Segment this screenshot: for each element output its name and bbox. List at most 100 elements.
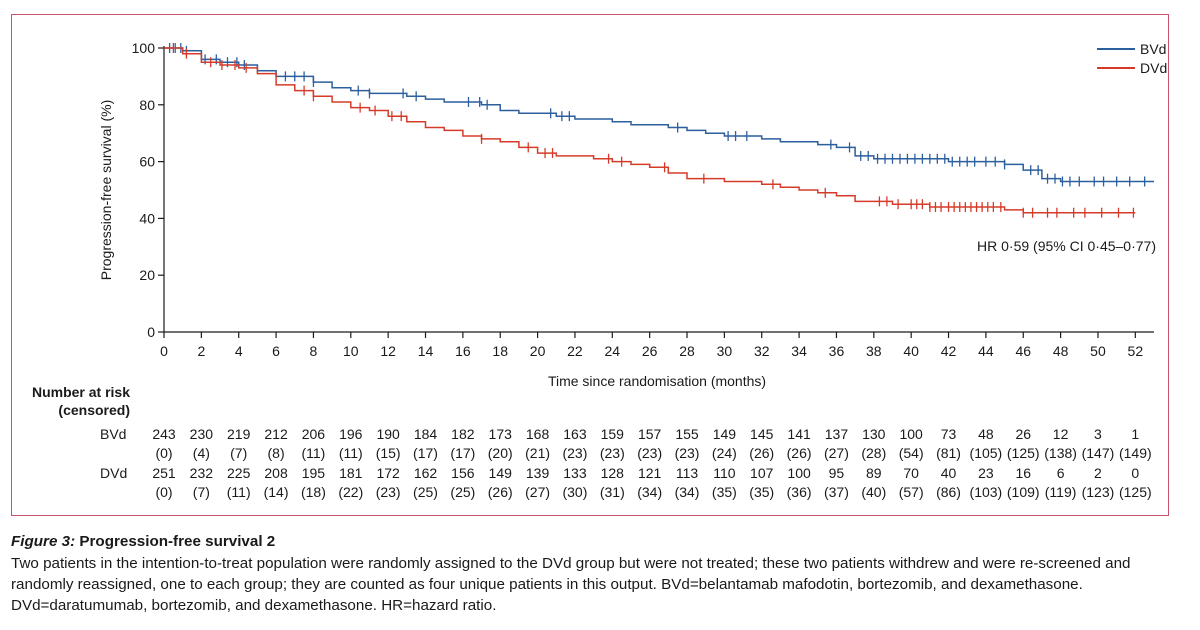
risk-at-risk-bvd: 243 (152, 426, 176, 442)
x-tick-label: 38 (866, 343, 882, 359)
x-tick-label: 50 (1090, 343, 1106, 359)
x-tick-label: 8 (310, 343, 318, 359)
x-tick-label: 24 (605, 343, 621, 359)
risk-at-risk-dvd: 95 (828, 465, 845, 481)
legend-label-bvd: BVd (1140, 41, 1166, 57)
series-line-dvd (164, 47, 1136, 214)
risk-at-risk-bvd: 48 (978, 426, 994, 442)
risk-at-risk-bvd: 130 (862, 426, 886, 442)
risk-censored-dvd: (123) (1081, 484, 1115, 500)
risk-at-risk-dvd: 2 (1094, 465, 1102, 481)
risk-at-risk-bvd: 182 (451, 426, 475, 442)
risk-at-risk-dvd: 232 (189, 465, 214, 481)
risk-censored-bvd: (28) (861, 445, 887, 461)
legend-label-dvd: DVd (1140, 60, 1167, 76)
legend: BVd DVd (1097, 41, 1167, 76)
x-tick-label: 16 (455, 343, 471, 359)
caption-figure-label: Figure 3: (11, 533, 76, 550)
risk-at-risk-dvd: 0 (1131, 465, 1140, 481)
risk-censored-dvd: (18) (300, 484, 326, 500)
risk-censored-dvd: (11) (226, 484, 251, 500)
risk-censored-dvd: (25) (413, 484, 438, 500)
x-tick-label: 26 (642, 343, 658, 359)
risk-at-risk-dvd: 110 (713, 465, 736, 481)
risk-censored-dvd: (30) (562, 484, 588, 500)
risk-at-risk-dvd: 251 (152, 465, 176, 481)
risk-at-risk-bvd: 155 (675, 426, 699, 442)
risk-at-risk-bvd: 212 (264, 426, 288, 442)
risk-at-risk-dvd: 113 (675, 465, 699, 481)
risk-censored-dvd: (34) (637, 484, 663, 500)
risk-censored-dvd: (35) (711, 484, 737, 500)
risk-censored-dvd: (86) (936, 484, 961, 500)
risk-at-risk-dvd: 70 (903, 465, 919, 481)
x-tick-label: 32 (754, 343, 770, 359)
risk-at-risk-dvd: 16 (1015, 465, 1032, 481)
risk-at-risk-dvd: 139 (525, 465, 550, 481)
risk-at-risk-bvd: 1 (1131, 426, 1140, 442)
risk-censored-bvd: (125) (1006, 445, 1040, 461)
risk-censored-bvd: (17) (450, 445, 476, 461)
caption-body: Two patients in the intention-to-treat p… (11, 555, 1131, 614)
risk-censored-bvd: (8) (267, 445, 285, 461)
risk-censored-bvd: (26) (786, 445, 812, 461)
risk-row-label-dvd: DVd (100, 465, 128, 481)
risk-censored-bvd: (21) (525, 445, 551, 461)
x-tick-label: 0 (160, 343, 168, 359)
risk-at-risk-bvd: 12 (1052, 426, 1069, 442)
risk-at-risk-bvd: 3 (1094, 426, 1102, 442)
risk-censored-bvd: (23) (674, 445, 700, 461)
caption-title: Figure 3: Progression-free survival 2 (11, 531, 1181, 552)
risk-table-title-line2: (censored) (58, 402, 130, 418)
y-axis-label: Progression-free survival (%) (98, 100, 114, 281)
risk-censored-dvd: (22) (338, 484, 364, 500)
x-tick-label: 46 (1015, 343, 1031, 359)
risk-censored-bvd: (7) (230, 445, 248, 461)
x-tick-label: 28 (679, 343, 695, 359)
risk-censored-dvd: (40) (861, 484, 887, 500)
risk-at-risk-bvd: 206 (301, 426, 326, 442)
risk-at-risk-dvd: 195 (301, 465, 326, 481)
risk-censored-bvd: (138) (1044, 445, 1077, 461)
risk-row-label-bvd: BVd (100, 426, 127, 442)
x-tick-label: 6 (272, 343, 280, 359)
risk-at-risk-bvd: 145 (750, 426, 774, 442)
risk-at-risk-dvd: 149 (488, 465, 512, 481)
risk-table-title-line1: Number at risk (31, 384, 130, 400)
y-tick-label: 60 (139, 154, 155, 170)
risk-at-risk-bvd: 173 (488, 426, 512, 442)
x-tick-label: 30 (717, 343, 733, 359)
risk-censored-bvd: (81) (936, 445, 961, 461)
risk-censored-dvd: (31) (599, 484, 625, 500)
risk-censored-bvd: (23) (637, 445, 663, 461)
x-axis-label: Time since randomisation (months) (548, 373, 766, 389)
risk-censored-bvd: (105) (969, 445, 1003, 461)
risk-at-risk-dvd: 128 (600, 465, 624, 481)
x-tick-label: 42 (941, 343, 957, 359)
risk-censored-bvd: (147) (1081, 445, 1115, 461)
risk-at-risk-dvd: 181 (339, 465, 363, 481)
risk-censored-bvd: (54) (898, 445, 924, 461)
x-tick-label: 48 (1053, 343, 1069, 359)
risk-at-risk-bvd: 157 (637, 426, 662, 442)
y-tick-label: 80 (139, 97, 155, 113)
x-tick-label: 14 (418, 343, 434, 359)
risk-at-risk-bvd: 26 (1015, 426, 1032, 442)
risk-at-risk-dvd: 133 (563, 465, 587, 481)
risk-at-risk-dvd: 100 (787, 465, 811, 481)
risk-censored-dvd: (37) (823, 484, 849, 500)
risk-at-risk-dvd: 40 (940, 465, 957, 481)
risk-at-risk-bvd: 137 (824, 426, 849, 442)
y-tick-label: 0 (147, 324, 155, 340)
risk-at-risk-bvd: 196 (339, 426, 363, 442)
risk-censored-bvd: (11) (301, 445, 326, 461)
figure-caption: Figure 3: Progression-free survival 2 Tw… (11, 531, 1181, 616)
risk-at-risk-bvd: 190 (376, 426, 400, 442)
x-tick-label: 18 (492, 343, 508, 359)
risk-censored-bvd: (23) (562, 445, 588, 461)
risk-at-risk-dvd: 107 (750, 465, 774, 481)
series-layer (164, 43, 1154, 218)
risk-at-risk-dvd: 156 (451, 465, 475, 481)
risk-censored-dvd: (26) (487, 484, 513, 500)
